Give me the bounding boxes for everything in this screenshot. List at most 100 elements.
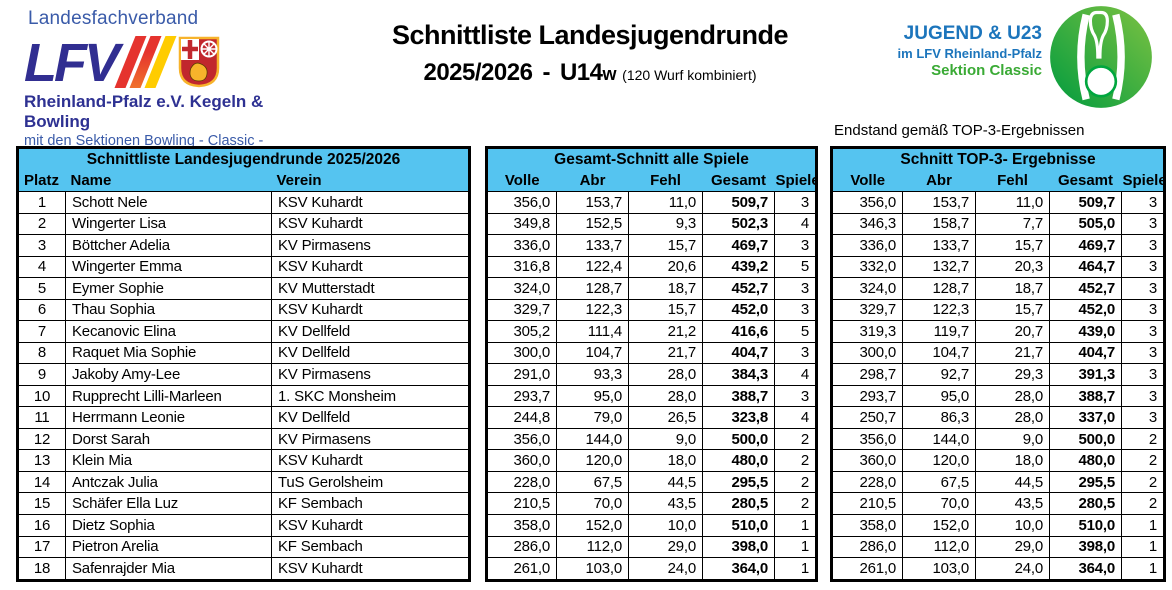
gesamt-volle-cell: 324,0	[486, 277, 557, 300]
title-season: 2025/2026	[423, 59, 533, 86]
player-name-cell: Kecanovic Elina	[65, 320, 272, 343]
ranking-row: 16 Dietz Sophia KSV Kuhardt	[17, 513, 470, 537]
top3-gesamt-cell: 391,3	[1049, 363, 1122, 386]
gesamt-gesamt-cell: 398,0	[702, 535, 775, 559]
top3-gesamt-cell: 337,0	[1049, 406, 1122, 429]
gesamt-gesamt-cell: 295,5	[702, 470, 775, 494]
col-header-fehl: Fehl	[628, 169, 703, 192]
top3-fehl-cell: 28,0	[975, 406, 1050, 429]
overall-row: 356,0 153,7 11,0 509,7 3	[486, 191, 818, 214]
gesamt-fehl-cell: 28,0	[628, 384, 703, 408]
top3-row: 332,0 132,7 20,3 464,7 3	[831, 255, 1166, 279]
gesamt-abr-cell: 93,3	[556, 363, 629, 386]
top3-fehl-cell: 18,0	[975, 449, 1050, 472]
gesamt-gesamt-cell: 416,6	[702, 320, 775, 343]
player-name-cell: Dorst Sarah	[65, 427, 272, 451]
top3-gesamt-cell: 469,7	[1049, 234, 1122, 257]
gesamt-abr-cell: 122,4	[556, 255, 629, 279]
ranking-row: 9 Jakoby Amy-Lee KV Pirmasens	[17, 363, 470, 386]
gesamt-volle-cell: 305,2	[486, 320, 557, 343]
overall-table-title-row: Gesamt-Schnitt alle Spiele	[486, 147, 817, 170]
top3-gesamt-cell: 464,7	[1049, 255, 1122, 279]
club-cell: KV Dellfeld	[271, 320, 470, 343]
top3-fehl-cell: 20,7	[975, 320, 1050, 343]
gesamt-spiele-cell: 4	[773, 406, 818, 429]
top3-volle-cell: 293,7	[831, 384, 903, 408]
player-name-cell: Eymer Sophie	[65, 277, 272, 300]
gesamt-spiele-cell: 1	[773, 535, 818, 559]
overall-row: 291,0 93,3 28,0 384,3 4	[486, 363, 818, 386]
col-header-gesamt: Gesamt	[702, 169, 775, 192]
gesamt-abr-cell: 67,5	[556, 470, 629, 494]
gesamt-gesamt-cell: 364,0	[702, 557, 775, 581]
title-line1: Schnittliste Landesjugendrunde	[391, 20, 789, 50]
gesamt-spiele-cell: 2	[773, 470, 818, 494]
top3-fehl-cell: 10,0	[975, 513, 1050, 537]
col-header-spiele: Spiele	[1121, 169, 1165, 192]
top3-abr-cell: 70,0	[902, 492, 976, 515]
overall-row: 293,7 95,0 28,0 388,7 3	[486, 384, 818, 408]
club-cell: KSV Kuhardt	[271, 212, 470, 236]
player-name-cell: Safenrajder Mia	[65, 557, 272, 581]
player-name-cell: Dietz Sophia	[65, 513, 272, 537]
top3-fehl-cell: 29,0	[975, 535, 1050, 559]
top3-gesamt-cell: 505,0	[1049, 212, 1122, 236]
gesamt-volle-cell: 286,0	[486, 535, 557, 559]
top3-volle-cell: 356,0	[831, 427, 903, 451]
top3-row: 360,0 120,0 18,0 480,0 2	[831, 449, 1166, 472]
top3-abr-cell: 152,0	[902, 513, 976, 537]
club-cell: KV Pirmasens	[271, 363, 470, 386]
gesamt-gesamt-cell: 510,0	[702, 513, 775, 537]
top3-volle-cell: 210,5	[831, 492, 903, 515]
gesamt-spiele-cell: 4	[773, 363, 818, 386]
top3-spiele-cell: 2	[1120, 449, 1166, 472]
top3-abr-cell: 103,0	[902, 557, 976, 581]
ranking-row: 4 Wingerter Emma KSV Kuhardt	[17, 255, 470, 279]
gesamt-fehl-cell: 28,0	[628, 363, 703, 386]
overall-row: 349,8 152,5 9,3 502,3 4	[486, 212, 818, 236]
gesamt-spiele-cell: 3	[773, 298, 818, 322]
overall-row: 329,7 122,3 15,7 452,0 3	[486, 298, 818, 322]
gesamt-fehl-cell: 20,6	[628, 255, 703, 279]
gesamt-spiele-cell: 1	[773, 513, 818, 537]
gesamt-volle-cell: 261,0	[486, 557, 557, 581]
sektion-classic-label: Sektion Classic	[931, 62, 1042, 79]
top3-abr-cell: 158,7	[902, 212, 976, 236]
top3-abr-cell: 153,7	[902, 191, 976, 214]
top3-row: 228,0 67,5 44,5 295,5 2	[831, 470, 1166, 494]
top3-abr-cell: 133,7	[902, 234, 976, 257]
gesamt-gesamt-cell: 323,8	[702, 406, 775, 429]
ranking-row: 6 Thau Sophia KSV Kuhardt	[17, 298, 470, 322]
top3-abr-cell: 122,3	[902, 298, 976, 322]
col-header-gesamt: Gesamt	[1049, 169, 1122, 192]
top3-gesamt-cell: 388,7	[1049, 384, 1122, 408]
club-cell: KSV Kuhardt	[271, 298, 470, 322]
rank-cell: 12	[17, 427, 66, 451]
top3-volle-cell: 329,7	[831, 298, 903, 322]
ranking-row: 11 Herrmann Leonie KV Dellfeld	[17, 406, 470, 429]
gesamt-abr-cell: 79,0	[556, 406, 629, 429]
player-name-cell: Wingerter Emma	[65, 255, 272, 279]
overall-row: 210,5 70,0 43,5 280,5 2	[486, 492, 818, 515]
top3-row: 250,7 86,3 28,0 337,0 3	[831, 406, 1166, 429]
ranking-row: 18 Safenrajder Mia KSV Kuhardt	[17, 557, 470, 581]
ranking-row: 17 Pietron Arelia KF Sembach	[17, 535, 470, 559]
overall-row: 244,8 79,0 26,5 323,8 4	[486, 406, 818, 429]
gesamt-abr-cell: 144,0	[556, 427, 629, 451]
top3-fehl-cell: 24,0	[975, 557, 1050, 581]
lfv-logo-subtitle: Rheinland-Pfalz e.V. Kegeln & Bowling	[24, 92, 264, 131]
top3-abr-cell: 119,7	[902, 320, 976, 343]
rheinland-pfalz-crest-icon	[178, 36, 220, 88]
ranking-row: 1 Schott Nele KSV Kuhardt	[17, 191, 470, 214]
rank-cell: 16	[17, 513, 66, 537]
col-header-platz: Platz	[17, 169, 66, 192]
ranking-row: 14 Antczak Julia TuS Gerolsheim	[17, 470, 470, 494]
top3-abr-cell: 86,3	[902, 406, 976, 429]
club-cell: KSV Kuhardt	[271, 557, 470, 581]
gesamt-spiele-cell: 2	[773, 449, 818, 472]
rank-cell: 3	[17, 234, 66, 257]
player-name-cell: Jakoby Amy-Lee	[65, 363, 272, 386]
gesamt-gesamt-cell: 480,0	[702, 449, 775, 472]
gesamt-abr-cell: 152,5	[556, 212, 629, 236]
top3-fehl-cell: 43,5	[975, 492, 1050, 515]
